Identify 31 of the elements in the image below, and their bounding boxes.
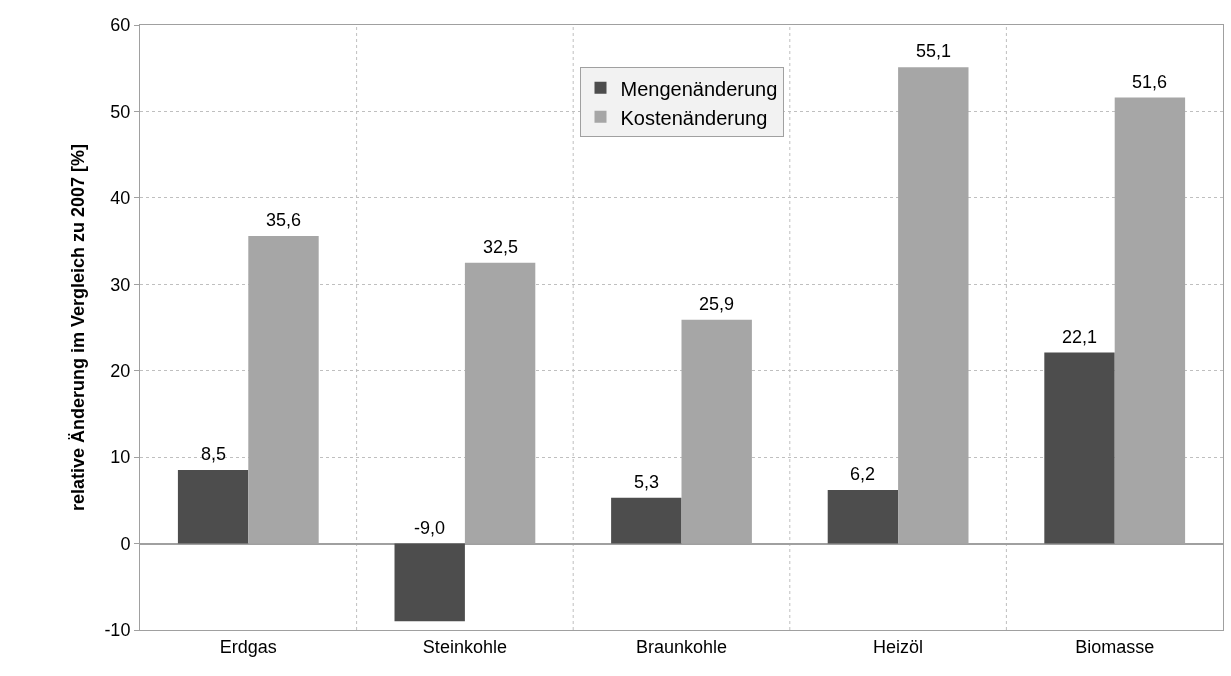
data-label: 5,3 xyxy=(634,472,660,492)
bar xyxy=(827,489,899,544)
legend-label: Mengenänderung xyxy=(620,77,778,100)
data-label: 25,9 xyxy=(699,294,735,314)
data-label: 6,2 xyxy=(850,464,876,484)
x-tick-label: Heizöl xyxy=(873,636,924,657)
x-tick-label: Steinkohle xyxy=(422,636,507,657)
data-label: 22,1 xyxy=(1062,327,1098,347)
y-tick-label: -10 xyxy=(104,620,131,641)
x-tick-label: Erdgas xyxy=(219,636,277,657)
x-tick-label: Braunkohle xyxy=(635,636,728,657)
bar xyxy=(394,543,465,622)
data-label: 35,6 xyxy=(266,210,302,230)
y-axis-title: relative Änderung im Vergleich zu 2007 [%] xyxy=(67,143,88,512)
x-tick-label: Biomasse xyxy=(1075,636,1155,657)
data-label: 32,5 xyxy=(483,237,519,257)
y-tick-label: 0 xyxy=(120,533,131,554)
bar xyxy=(611,497,682,544)
bar xyxy=(1044,352,1115,544)
y-tick-label: 40 xyxy=(110,188,131,209)
bar xyxy=(177,470,249,544)
legend-label: Kostenänderung xyxy=(620,106,768,129)
y-tick-label: 50 xyxy=(110,101,131,122)
y-tick-label: 60 xyxy=(110,15,131,36)
data-label: 51,6 xyxy=(1132,72,1168,92)
data-label: 55,1 xyxy=(916,41,952,61)
data-label: -9,0 xyxy=(414,518,446,538)
y-tick-label: 30 xyxy=(110,274,131,295)
y-tick-label: 10 xyxy=(110,447,131,468)
y-tick-label: 20 xyxy=(110,361,131,382)
data-label: 8,5 xyxy=(201,444,227,464)
